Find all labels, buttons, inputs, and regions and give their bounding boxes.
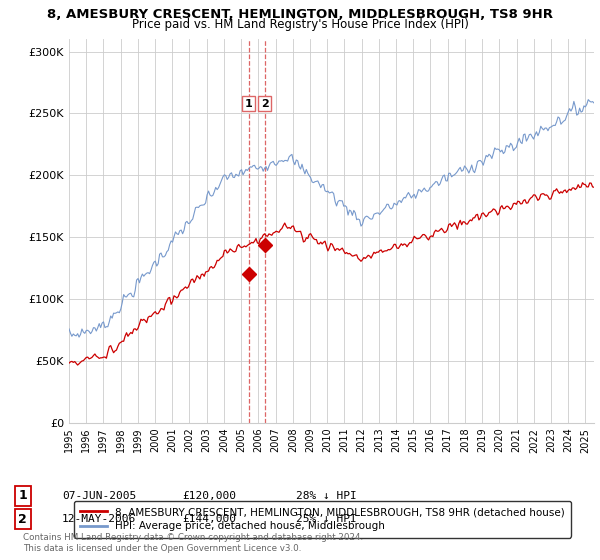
Text: Price paid vs. HM Land Registry's House Price Index (HPI): Price paid vs. HM Land Registry's House … [131, 18, 469, 31]
Text: £120,000: £120,000 [182, 491, 236, 501]
Text: 07-JUN-2005: 07-JUN-2005 [62, 491, 136, 501]
Text: 2: 2 [19, 512, 27, 526]
Text: 28% ↓ HPI: 28% ↓ HPI [296, 491, 356, 501]
Text: Contains HM Land Registry data © Crown copyright and database right 2024.
This d: Contains HM Land Registry data © Crown c… [23, 533, 363, 553]
Text: £144,000: £144,000 [182, 514, 236, 524]
Text: 1: 1 [19, 489, 27, 502]
Legend: 8, AMESBURY CRESCENT, HEMLINGTON, MIDDLESBROUGH, TS8 9HR (detached house), HPI: : 8, AMESBURY CRESCENT, HEMLINGTON, MIDDLE… [74, 501, 571, 538]
Text: 25% ↓ HPI: 25% ↓ HPI [296, 514, 356, 524]
Text: 12-MAY-2006: 12-MAY-2006 [62, 514, 136, 524]
Text: 1: 1 [245, 99, 253, 109]
Text: 8, AMESBURY CRESCENT, HEMLINGTON, MIDDLESBROUGH, TS8 9HR: 8, AMESBURY CRESCENT, HEMLINGTON, MIDDLE… [47, 8, 553, 21]
Text: 2: 2 [261, 99, 269, 109]
